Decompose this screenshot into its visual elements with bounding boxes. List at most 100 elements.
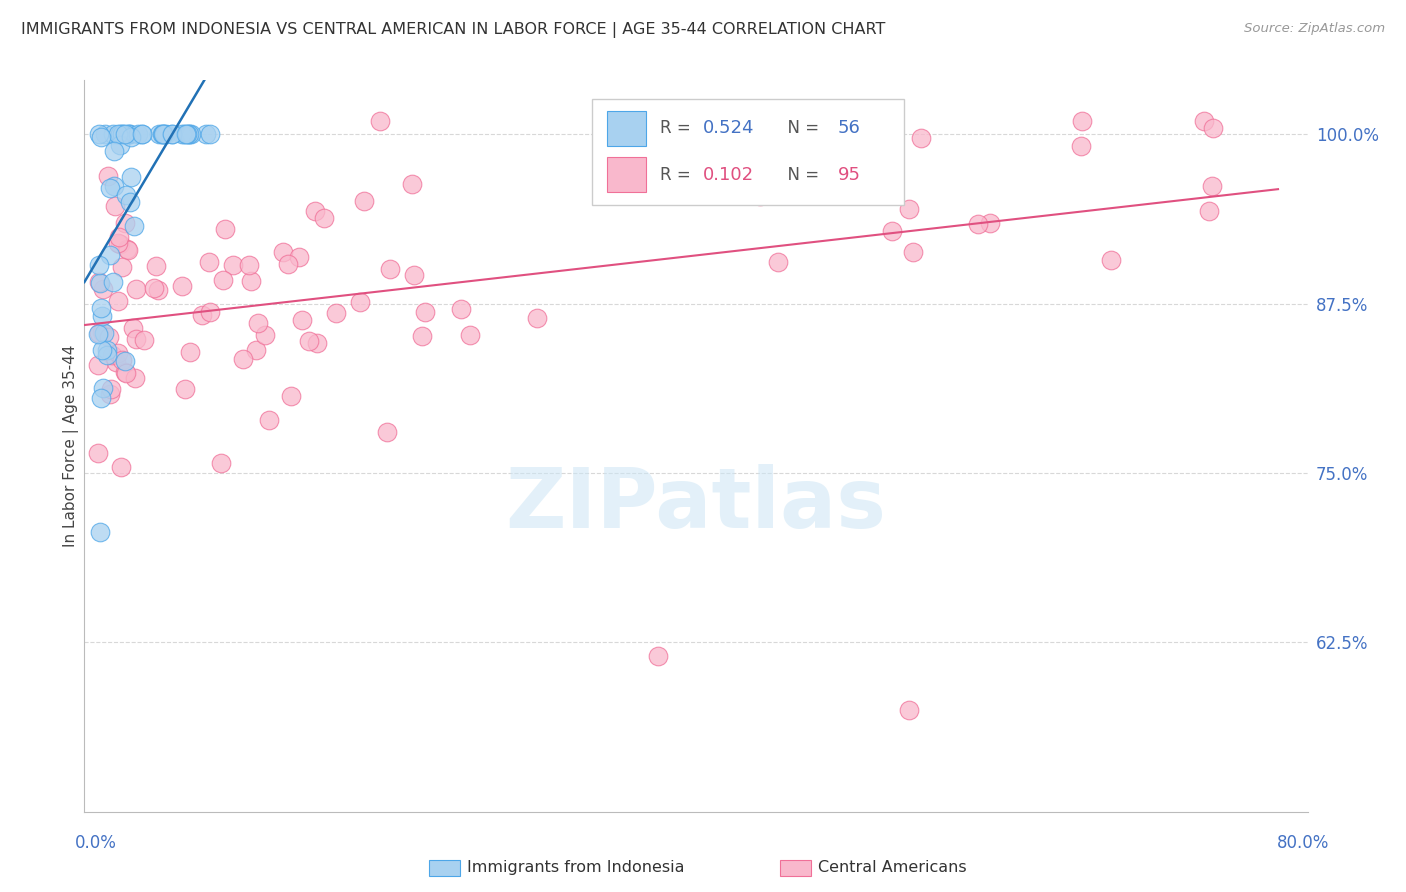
Point <box>979 216 1001 230</box>
Point <box>1202 121 1225 136</box>
Point <box>124 371 146 385</box>
Point <box>254 327 277 342</box>
Point <box>174 128 197 142</box>
Point <box>766 255 789 269</box>
Point <box>90 129 112 144</box>
Point <box>602 161 624 176</box>
Point <box>860 183 883 197</box>
FancyBboxPatch shape <box>592 99 904 204</box>
Point <box>131 128 153 142</box>
Point <box>122 321 145 335</box>
Point <box>91 309 114 323</box>
Point <box>96 343 118 357</box>
Point <box>115 187 138 202</box>
Point <box>100 382 122 396</box>
Point <box>368 114 391 128</box>
Point <box>1198 204 1220 219</box>
Point <box>880 224 903 238</box>
Point <box>114 128 136 142</box>
Point <box>1070 138 1092 153</box>
Point <box>160 128 183 142</box>
Point <box>101 348 124 362</box>
Point <box>200 128 222 142</box>
Point <box>100 387 122 401</box>
Point <box>89 128 111 142</box>
Point <box>232 352 254 367</box>
Point <box>87 258 110 272</box>
Point <box>103 179 125 194</box>
Y-axis label: In Labor Force | Age 35-44: In Labor Force | Age 35-44 <box>63 345 79 547</box>
Point <box>107 346 129 360</box>
Point <box>967 217 990 231</box>
Text: 80.0%: 80.0% <box>1277 834 1330 852</box>
Point <box>177 128 200 142</box>
Point <box>108 138 131 153</box>
Point <box>1201 178 1223 193</box>
Point <box>90 301 112 315</box>
Point <box>91 343 114 357</box>
Point <box>401 178 423 192</box>
Point <box>98 248 121 262</box>
Point <box>87 275 110 289</box>
Point <box>200 305 222 319</box>
Point <box>115 242 138 256</box>
Point <box>239 274 262 288</box>
Point <box>197 255 219 269</box>
Point <box>152 128 174 142</box>
Text: N =: N = <box>776 166 824 184</box>
Point <box>90 391 112 405</box>
Point <box>148 128 170 142</box>
Text: 0.524: 0.524 <box>703 120 755 137</box>
Point <box>150 128 173 142</box>
Point <box>211 273 233 287</box>
Point <box>173 382 195 396</box>
Point <box>87 358 110 372</box>
Point <box>125 332 148 346</box>
Point <box>114 354 136 368</box>
Point <box>115 366 138 380</box>
Point <box>648 155 671 169</box>
Point <box>103 128 125 142</box>
Point <box>910 131 932 145</box>
Point <box>98 181 121 195</box>
Point <box>277 257 299 271</box>
Point <box>104 199 127 213</box>
Text: 0.102: 0.102 <box>703 166 755 184</box>
Point <box>125 281 148 295</box>
Point <box>378 262 401 277</box>
Point <box>413 305 436 319</box>
Point <box>176 128 198 142</box>
Point <box>89 276 111 290</box>
Point <box>647 648 669 663</box>
Point <box>273 245 295 260</box>
Point <box>349 294 371 309</box>
Point <box>107 128 129 142</box>
Point <box>111 352 134 367</box>
Point <box>89 525 111 540</box>
Point <box>901 244 924 259</box>
Point <box>897 703 920 717</box>
Text: Immigrants from Indonesia: Immigrants from Indonesia <box>467 861 685 875</box>
Point <box>748 189 770 203</box>
Point <box>801 128 824 143</box>
Text: Source: ZipAtlas.com: Source: ZipAtlas.com <box>1244 22 1385 36</box>
Point <box>257 412 280 426</box>
Point <box>238 258 260 272</box>
Point <box>91 382 114 396</box>
Point <box>458 328 481 343</box>
Point <box>90 326 112 340</box>
Point <box>98 330 121 344</box>
Point <box>304 204 326 219</box>
Bar <box>606 111 645 145</box>
Point <box>1071 114 1094 128</box>
Text: R =: R = <box>661 166 696 184</box>
Point <box>179 128 201 142</box>
Point <box>96 348 118 362</box>
Point <box>298 334 321 349</box>
Point <box>152 128 174 142</box>
Point <box>112 128 135 142</box>
Point <box>120 169 142 184</box>
Point <box>411 329 433 343</box>
Point <box>307 336 329 351</box>
Point <box>127 128 149 142</box>
